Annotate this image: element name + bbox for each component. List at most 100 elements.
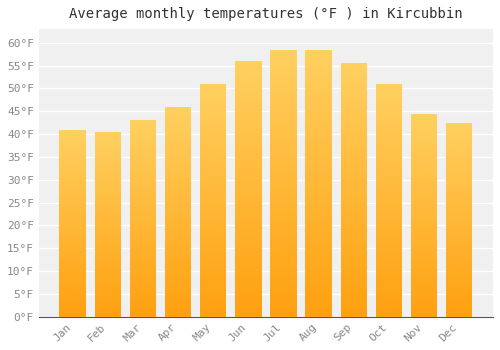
Bar: [235, 207, 262, 209]
Bar: [340, 63, 367, 66]
Bar: [235, 243, 262, 245]
Bar: [94, 252, 121, 254]
Bar: [340, 172, 367, 175]
Bar: [60, 315, 86, 317]
Bar: [270, 106, 296, 108]
Bar: [60, 238, 86, 240]
Bar: [340, 223, 367, 225]
Bar: [340, 307, 367, 309]
Bar: [446, 181, 472, 183]
Bar: [200, 145, 226, 147]
Bar: [130, 275, 156, 278]
Bar: [306, 135, 332, 138]
Bar: [235, 122, 262, 125]
Bar: [411, 213, 438, 215]
Bar: [306, 111, 332, 114]
Bar: [165, 296, 191, 298]
Bar: [340, 289, 367, 292]
Bar: [165, 161, 191, 163]
Bar: [340, 309, 367, 312]
Bar: [411, 229, 438, 231]
Bar: [411, 241, 438, 244]
Bar: [200, 105, 226, 107]
Bar: [411, 246, 438, 248]
Bar: [306, 146, 332, 148]
Bar: [306, 122, 332, 124]
Bar: [376, 224, 402, 226]
Bar: [165, 300, 191, 302]
Bar: [165, 121, 191, 124]
Bar: [165, 178, 191, 180]
Bar: [340, 145, 367, 147]
Bar: [235, 156, 262, 158]
Bar: [130, 234, 156, 236]
Bar: [306, 301, 332, 303]
Bar: [130, 146, 156, 148]
Bar: [411, 233, 438, 236]
Bar: [165, 264, 191, 266]
Bar: [130, 175, 156, 177]
Bar: [235, 138, 262, 140]
Bar: [446, 218, 472, 220]
Bar: [411, 201, 438, 203]
Bar: [200, 305, 226, 308]
Bar: [130, 254, 156, 256]
Bar: [376, 198, 402, 200]
Bar: [411, 207, 438, 209]
Bar: [446, 305, 472, 307]
Bar: [94, 246, 121, 248]
Bar: [235, 276, 262, 279]
Bar: [411, 170, 438, 173]
Bar: [376, 103, 402, 105]
Bar: [306, 156, 332, 159]
Bar: [235, 120, 262, 122]
Bar: [200, 280, 226, 282]
Bar: [130, 174, 156, 175]
Bar: [94, 239, 121, 241]
Bar: [270, 207, 296, 210]
Bar: [270, 274, 296, 277]
Bar: [411, 197, 438, 199]
Bar: [340, 218, 367, 220]
Bar: [376, 238, 402, 240]
Bar: [376, 226, 402, 228]
Bar: [94, 135, 121, 137]
Bar: [306, 295, 332, 298]
Bar: [165, 205, 191, 208]
Bar: [270, 234, 296, 237]
Bar: [60, 236, 86, 238]
Bar: [340, 121, 367, 124]
Bar: [235, 82, 262, 84]
Bar: [340, 241, 367, 243]
Bar: [306, 271, 332, 274]
Bar: [235, 238, 262, 240]
Bar: [411, 315, 438, 317]
Bar: [306, 79, 332, 82]
Bar: [376, 287, 402, 289]
Bar: [376, 217, 402, 219]
Bar: [165, 229, 191, 231]
Bar: [411, 223, 438, 225]
Bar: [270, 194, 296, 197]
Bar: [165, 199, 191, 201]
Bar: [340, 259, 367, 261]
Bar: [130, 177, 156, 179]
Bar: [306, 98, 332, 100]
Bar: [94, 189, 121, 191]
Bar: [60, 234, 86, 236]
Bar: [376, 273, 402, 275]
Bar: [340, 276, 367, 279]
Bar: [340, 96, 367, 99]
Bar: [411, 211, 438, 213]
Bar: [270, 63, 296, 66]
Bar: [235, 125, 262, 127]
Bar: [235, 197, 262, 199]
Bar: [94, 241, 121, 243]
Bar: [340, 188, 367, 190]
Bar: [446, 138, 472, 140]
Bar: [235, 146, 262, 148]
Bar: [446, 173, 472, 175]
Bar: [165, 222, 191, 224]
Bar: [270, 173, 296, 175]
Bar: [270, 178, 296, 181]
